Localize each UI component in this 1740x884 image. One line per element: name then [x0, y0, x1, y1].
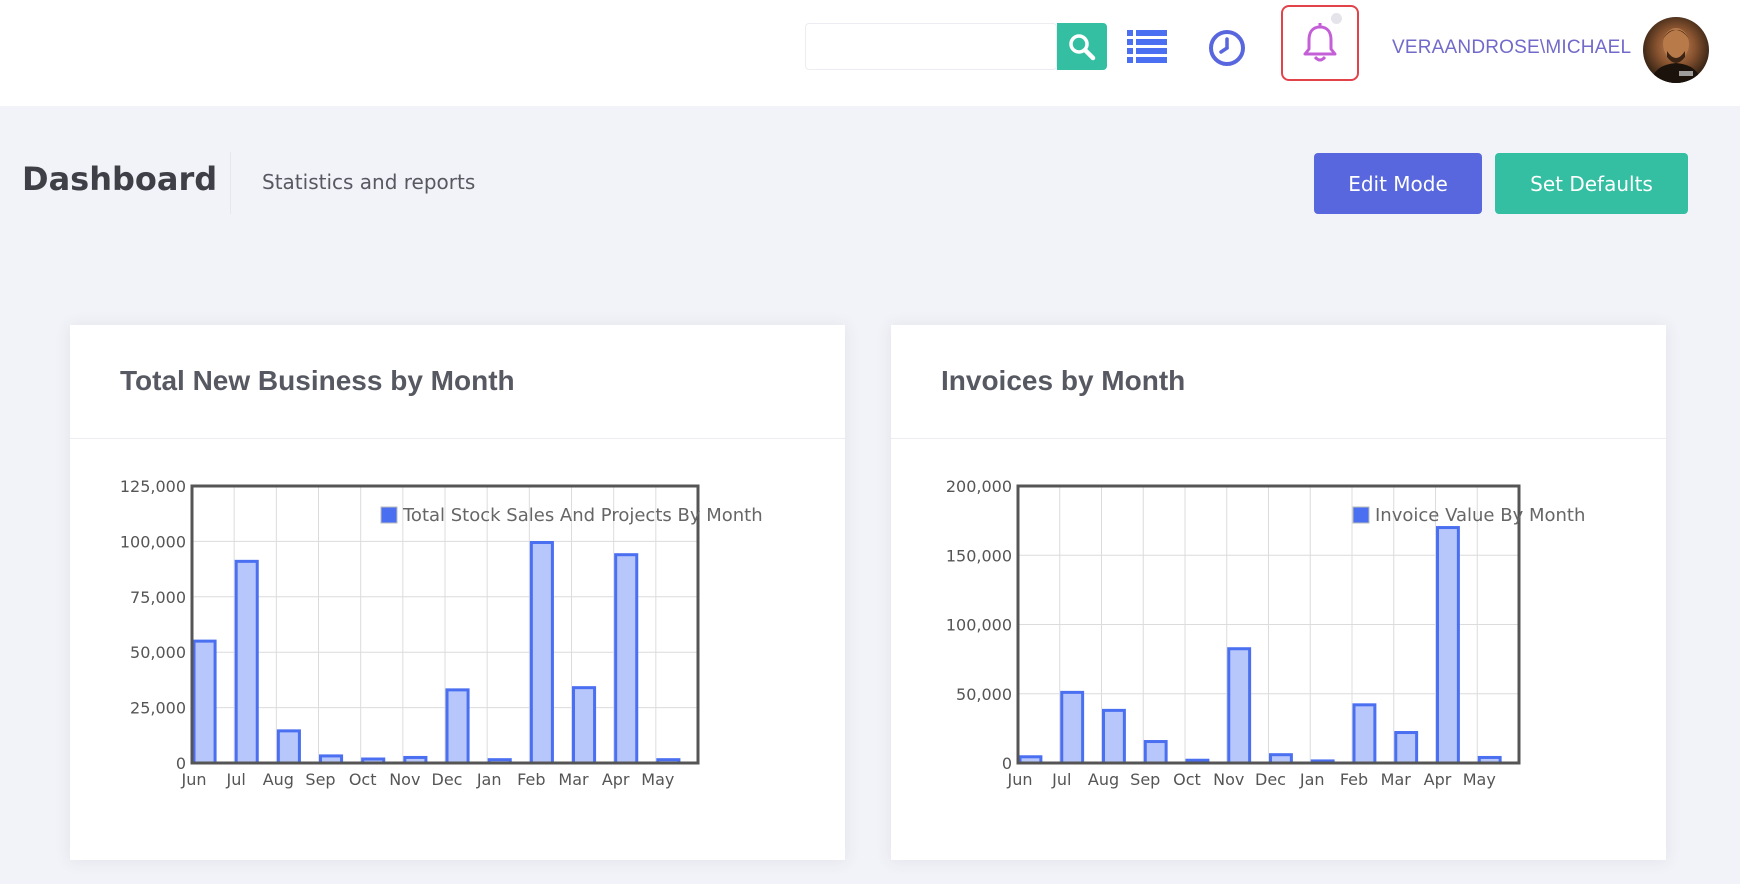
y-tick-label: 75,000 — [130, 588, 186, 607]
username-link[interactable]: VERAANDROSE\MICHAEL — [1392, 37, 1632, 58]
bar — [1227, 647, 1252, 765]
portlet-title: Invoices by Month — [941, 365, 1186, 396]
y-tick-label: 25,000 — [130, 699, 186, 718]
x-tick-label: Jun — [181, 770, 207, 789]
x-tick-label: Dec — [1255, 770, 1286, 789]
new-business-chart: 0 25,000 50,000 75,000 100,000 125,000 Jun Jul A… — [120, 477, 763, 789]
bar — [572, 686, 597, 765]
bar — [1352, 703, 1377, 765]
page-subtitle: Statistics and reports — [262, 170, 476, 194]
legend-swatch — [380, 506, 398, 524]
x-tick-label: Jun — [1007, 770, 1033, 789]
x-tick-label: May — [641, 770, 674, 789]
bar — [1060, 690, 1085, 765]
x-tick-label: Oct — [349, 770, 377, 789]
portlet-invoices: Invoices by Month 0 50,000 100,000 150,000 2… — [891, 325, 1666, 860]
y-tick-label: 0 — [176, 754, 186, 773]
x-tick-label: Jul — [1051, 770, 1071, 789]
portlet-title: Total New Business by Month — [120, 365, 515, 396]
quick-actions-button[interactable] — [1122, 24, 1172, 68]
x-tick-label: Jul — [226, 770, 246, 789]
title-divider — [230, 152, 231, 214]
legend-label: Total Stock Sales And Projects By Month — [402, 505, 763, 526]
legend-swatch — [1352, 506, 1370, 524]
x-tick-label: Mar — [1381, 770, 1412, 789]
bar — [234, 559, 259, 765]
plot-frame — [1016, 484, 1521, 765]
portlet-header: Invoices by Month — [891, 325, 1666, 439]
y-tick-label: 0 — [1002, 754, 1012, 773]
bar — [192, 639, 217, 765]
x-tick-label: Apr — [602, 770, 630, 789]
search-input[interactable] — [805, 23, 1057, 70]
x-tick-label: Apr — [1424, 770, 1452, 789]
x-tick-label: Feb — [517, 770, 545, 789]
recent-activity-button[interactable] — [1202, 24, 1252, 72]
y-tick-label: 100,000 — [946, 616, 1012, 635]
y-tick-label: 50,000 — [130, 643, 186, 662]
search-button[interactable] — [1057, 23, 1107, 70]
y-tick-label: 200,000 — [946, 477, 1012, 496]
x-tick-label: Jan — [476, 770, 502, 789]
bar — [445, 688, 470, 765]
search-icon — [1069, 33, 1096, 60]
page-title: Dashboard — [22, 160, 218, 198]
x-tick-label: Sep — [1130, 770, 1160, 789]
x-tick-label: Jan — [1299, 770, 1325, 789]
x-tick-label: Mar — [558, 770, 589, 789]
portlet-header: Total New Business by Month — [70, 325, 845, 439]
bar — [1436, 526, 1460, 765]
avatar-image — [1651, 28, 1701, 83]
bar — [1394, 731, 1419, 765]
bar — [529, 541, 554, 765]
bar — [1143, 740, 1168, 765]
notifications-button[interactable] — [1281, 5, 1359, 81]
x-tick-label: Dec — [432, 770, 463, 789]
clock-icon — [1209, 30, 1245, 66]
edit-mode-button[interactable]: Edit Mode — [1314, 153, 1482, 214]
list-icon — [1127, 30, 1167, 63]
x-tick-label: Oct — [1173, 770, 1201, 789]
legend-label: Invoice Value By Month — [1375, 505, 1585, 526]
x-tick-label: Feb — [1340, 770, 1368, 789]
y-tick-label: 50,000 — [956, 685, 1012, 704]
x-tick-label: Aug — [263, 770, 294, 789]
x-tick-label: Nov — [389, 770, 420, 789]
user-avatar[interactable] — [1643, 17, 1709, 83]
x-tick-label: Sep — [305, 770, 335, 789]
bar — [1102, 708, 1126, 765]
x-tick-label: Aug — [1088, 770, 1119, 789]
set-defaults-button[interactable]: Set Defaults — [1495, 153, 1688, 214]
invoices-chart: 0 50,000 100,000 150,000 200,000 Jun Jul Aug Sep… — [946, 477, 1586, 789]
notification-dot — [1331, 13, 1342, 24]
x-tick-label: May — [1463, 770, 1496, 789]
bar — [276, 729, 301, 765]
x-tick-label: Nov — [1213, 770, 1244, 789]
plot-frame — [190, 484, 700, 765]
y-tick-label: 125,000 — [120, 477, 186, 496]
portlet-new-business: Total New Business by Month 0 25,000 50,00… — [70, 325, 845, 860]
bell-icon — [1303, 23, 1337, 62]
y-tick-label: 150,000 — [946, 546, 1012, 565]
bar — [614, 553, 639, 765]
top-header: VERAANDROSE\MICHAEL — [0, 0, 1740, 106]
y-tick-label: 100,000 — [120, 532, 186, 551]
